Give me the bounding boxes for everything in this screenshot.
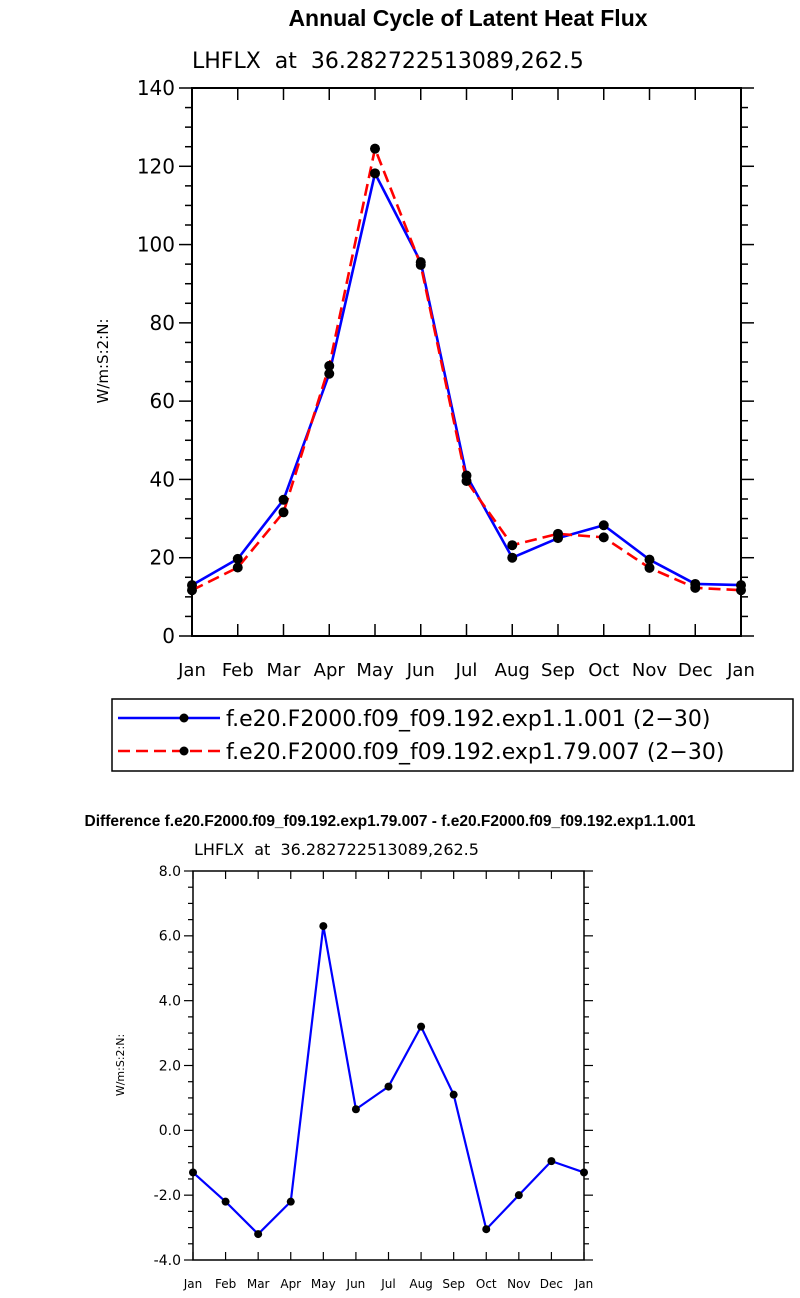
top-series-2-point (553, 528, 563, 539)
top-ytick-label: 60 (150, 389, 175, 413)
bottom-series-1-point (286, 1197, 295, 1206)
top-series-1-point (324, 368, 335, 379)
top-series-2-point (278, 507, 289, 518)
top-xtick-label: Jul (455, 660, 478, 681)
top-series-2-point (644, 562, 655, 573)
bottom-xtick-label: Oct (476, 1277, 497, 1291)
bottom-xtick-label: Apr (280, 1277, 301, 1291)
bottom-ytick-label: 0.0 (159, 1123, 181, 1139)
bottom-ytick-label: 4.0 (159, 994, 181, 1010)
top-series-2-point (507, 540, 518, 551)
bottom-xtick-label: Nov (507, 1277, 530, 1291)
bottom-xtick-label: Mar (247, 1277, 270, 1291)
legend-box (111, 698, 794, 772)
top-series-2-point (232, 562, 243, 573)
top-series-2-point (598, 532, 609, 543)
top-series-1-point (232, 553, 243, 564)
top-series-1-point (598, 520, 609, 531)
top-xtick-label: Jan (177, 660, 206, 681)
top-ytick-label: 80 (150, 311, 175, 335)
bottom-xtick-label: Jul (380, 1277, 395, 1291)
bottom-plot-frame (192, 870, 585, 1261)
bottom-series-1-point (351, 1105, 360, 1114)
top-xtick-label: Jan (726, 660, 755, 681)
top-plot-frame (191, 87, 742, 637)
top-series-2-point (370, 143, 380, 154)
bottom-xtick-label: Jan (574, 1277, 594, 1291)
bottom-ytick-label: 6.0 (159, 929, 181, 945)
legend-label-series-2: f.e20.F2000.f09_f09.192.exp1.79.007 (2−3… (226, 740, 724, 765)
bottom-series-line-1 (192, 925, 585, 1236)
bottom-xtick-label: Dec (540, 1277, 563, 1291)
legend-label-series-1: f.e20.F2000.f09_f09.192.exp1.1.001 (2−30… (226, 707, 710, 732)
bottom-xtick-label: Jun (346, 1277, 366, 1291)
top-chart-legend: f.e20.F2000.f09_f09.192.exp1.1.001 (2−30… (111, 698, 794, 772)
top-xtick-label: Dec (678, 660, 713, 681)
top-series-2-point (690, 582, 701, 593)
bottom-chart-subtitle: LHFLX at 36.282722513089,262.5 (194, 840, 479, 859)
bottom-xtick-label: Aug (409, 1277, 432, 1291)
top-chart-ylabel: W/m:S:2:N: (94, 319, 112, 404)
top-series-2-point (324, 360, 335, 371)
bottom-chart-ylabel: W/m:S:2:N: (114, 1034, 127, 1096)
top-ytick-label: 100 (137, 233, 175, 257)
bottom-series-1-point (221, 1197, 230, 1206)
bottom-series-1-point (547, 1157, 556, 1166)
top-xtick-label: May (356, 660, 394, 681)
top-xtick-label: Oct (588, 660, 619, 681)
bottom-series-1-point (254, 1230, 263, 1239)
top-series-1-point (507, 552, 518, 563)
bottom-series-1-point (514, 1191, 523, 1200)
bottom-series-1-point (319, 922, 328, 931)
bottom-ytick-label: -2.0 (154, 1188, 181, 1204)
bottom-series-1-point (417, 1022, 426, 1031)
top-xtick-label: Mar (267, 660, 302, 681)
bottom-series-1-point (482, 1225, 491, 1234)
top-ytick-label: 40 (150, 467, 175, 491)
top-series-2-point (415, 259, 426, 270)
legend-marker-series-2 (179, 746, 189, 756)
top-series-2-point (187, 585, 197, 596)
top-chart-plot: 0 20 40 60 80 100 120 140 Jan Feb Mar Apr May Jun Jul A… (137, 76, 755, 681)
top-series-1-point (278, 494, 289, 505)
bottom-series-1-point (189, 1168, 197, 1177)
bottom-ytick-label: -4.0 (154, 1253, 181, 1269)
bottom-series-1-point (449, 1090, 458, 1099)
top-ytick-label: 0 (162, 624, 175, 648)
bottom-series-1-point (384, 1082, 393, 1091)
top-ytick-label: 120 (137, 154, 175, 178)
bottom-xtick-label: Jan (183, 1277, 203, 1291)
bottom-xtick-label: May (311, 1277, 336, 1291)
top-xtick-label: Feb (222, 660, 254, 681)
top-xtick-label: Aug (495, 660, 530, 681)
bottom-xtick-label: Feb (215, 1277, 236, 1291)
bottom-chart-plot: -4.0 -2.0 0.0 2.0 4.0 6.0 8.0 Jan Feb Mar Apr May Ju… (154, 864, 594, 1291)
top-xtick-label: Apr (314, 660, 346, 681)
bottom-chart-title: Difference f.e20.F2000.f09_f09.192.exp1.… (85, 813, 696, 830)
top-chart-title: Annual Cycle of Latent Heat Flux (288, 5, 647, 31)
bottom-ytick-label: 8.0 (159, 864, 181, 880)
top-ytick-label: 20 (150, 546, 175, 570)
top-series-2-point (461, 475, 472, 486)
top-xtick-label: Jun (406, 660, 435, 681)
top-chart-subtitle: LHFLX at 36.282722513089,262.5 (192, 49, 584, 74)
top-xtick-label: Sep (541, 660, 575, 681)
top-ytick-label: 140 (137, 76, 175, 100)
top-xtick-label: Nov (632, 660, 667, 681)
bottom-xtick-label: Sep (442, 1277, 465, 1291)
bottom-ytick-label: 2.0 (159, 1058, 181, 1074)
bottom-series-1-point (580, 1168, 588, 1177)
top-series-1-point (644, 554, 655, 565)
top-series-2-point (736, 585, 746, 596)
top-series-1-point (370, 168, 380, 179)
top-series-line-2 (191, 147, 742, 592)
legend-marker-series-1 (179, 713, 189, 723)
